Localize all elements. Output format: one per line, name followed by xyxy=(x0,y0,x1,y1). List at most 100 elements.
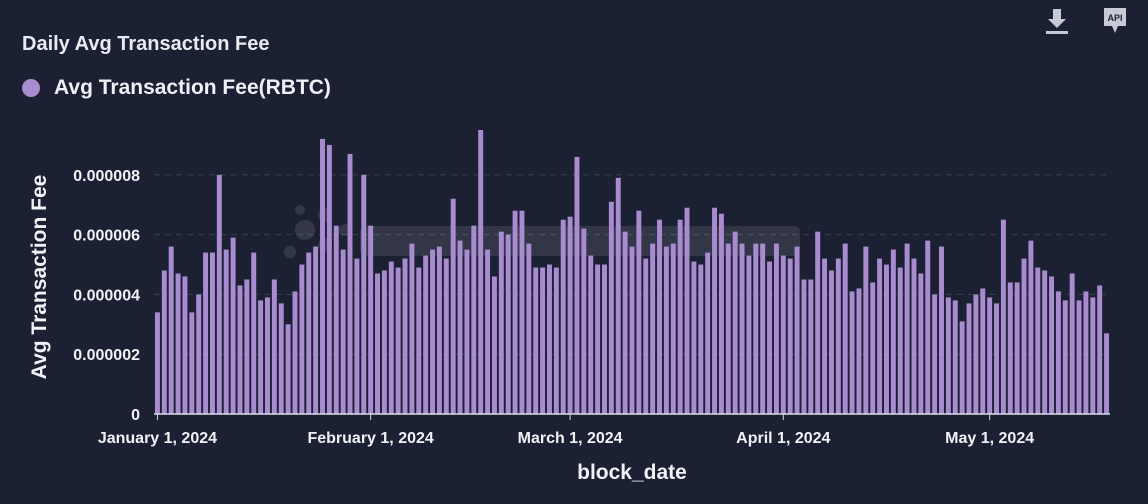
bar[interactable] xyxy=(567,216,573,414)
bar[interactable] xyxy=(498,231,504,414)
bar[interactable] xyxy=(485,249,491,414)
bar[interactable] xyxy=(168,246,174,414)
bar[interactable] xyxy=(925,240,931,414)
bar[interactable] xyxy=(1042,270,1048,414)
bar[interactable] xyxy=(773,243,779,414)
bar[interactable] xyxy=(629,246,635,414)
bar[interactable] xyxy=(333,225,339,414)
bar[interactable] xyxy=(361,174,367,414)
bar[interactable] xyxy=(595,264,601,414)
bar[interactable] xyxy=(1055,291,1061,414)
bar[interactable] xyxy=(306,252,312,414)
bar[interactable] xyxy=(684,207,690,414)
bar[interactable] xyxy=(299,264,305,414)
bar[interactable] xyxy=(223,249,229,414)
bar[interactable] xyxy=(835,258,841,414)
bar[interactable] xyxy=(175,273,181,414)
download-icon[interactable] xyxy=(1042,6,1072,36)
bar[interactable] xyxy=(1083,291,1089,414)
bar[interactable] xyxy=(313,246,319,414)
bar[interactable] xyxy=(712,207,718,414)
bar[interactable] xyxy=(237,285,243,414)
bar[interactable] xyxy=(1007,282,1013,414)
bar[interactable] xyxy=(436,246,442,414)
bar[interactable] xyxy=(340,249,346,414)
bar[interactable] xyxy=(512,210,518,414)
bar[interactable] xyxy=(196,294,202,414)
bar[interactable] xyxy=(326,144,332,414)
bar[interactable] xyxy=(278,303,284,414)
bar[interactable] xyxy=(815,231,821,414)
bar[interactable] xyxy=(443,258,449,414)
bar[interactable] xyxy=(877,258,883,414)
bar[interactable] xyxy=(553,267,559,414)
bar[interactable] xyxy=(409,243,415,414)
bar[interactable] xyxy=(251,252,257,414)
bar[interactable] xyxy=(842,243,848,414)
bar[interactable] xyxy=(849,291,855,414)
bar[interactable] xyxy=(746,255,752,414)
bar[interactable] xyxy=(767,261,773,414)
bar[interactable] xyxy=(966,303,972,414)
bar[interactable] xyxy=(622,231,628,414)
bar[interactable] xyxy=(416,267,422,414)
bar[interactable] xyxy=(1076,300,1082,414)
bar[interactable] xyxy=(608,201,614,414)
bar[interactable] xyxy=(285,324,291,414)
bar[interactable] xyxy=(574,156,580,414)
bar[interactable] xyxy=(663,246,669,414)
bar[interactable] xyxy=(189,312,195,414)
bar[interactable] xyxy=(402,258,408,414)
bar[interactable] xyxy=(471,225,477,414)
bar[interactable] xyxy=(657,219,662,414)
bar[interactable] xyxy=(932,294,938,414)
bar[interactable] xyxy=(987,297,993,414)
bar[interactable] xyxy=(973,294,979,414)
bar[interactable] xyxy=(677,219,683,414)
api-icon[interactable]: API xyxy=(1100,6,1130,36)
bar[interactable] xyxy=(1035,267,1041,414)
legend[interactable]: Avg Transaction Fee(RBTC) xyxy=(22,76,331,100)
bar[interactable] xyxy=(890,249,896,414)
bar[interactable] xyxy=(650,243,656,414)
bar[interactable] xyxy=(801,279,807,414)
bar[interactable] xyxy=(643,258,649,414)
bar[interactable] xyxy=(375,273,381,414)
bar[interactable] xyxy=(430,249,436,414)
bar[interactable] xyxy=(794,246,800,414)
bar[interactable] xyxy=(491,276,497,414)
bar[interactable] xyxy=(230,237,236,414)
bar[interactable] xyxy=(808,279,814,414)
bar[interactable] xyxy=(1090,297,1096,414)
bar[interactable] xyxy=(739,243,745,414)
bar[interactable] xyxy=(1014,282,1020,414)
bar[interactable] xyxy=(395,267,401,414)
bar[interactable] xyxy=(540,267,546,414)
bar[interactable] xyxy=(883,264,889,414)
bar[interactable] xyxy=(602,264,607,414)
bar[interactable] xyxy=(1049,276,1055,414)
bar[interactable] xyxy=(1097,285,1103,414)
bar[interactable] xyxy=(870,282,876,414)
bar[interactable] xyxy=(1104,333,1110,414)
bar[interactable] xyxy=(457,240,463,414)
bar[interactable] xyxy=(368,225,374,414)
bar[interactable] xyxy=(216,174,222,414)
bar[interactable] xyxy=(980,288,986,414)
bar[interactable] xyxy=(1000,219,1006,414)
bar[interactable] xyxy=(271,279,277,414)
bar[interactable] xyxy=(732,231,738,414)
bar[interactable] xyxy=(505,234,511,414)
bar[interactable] xyxy=(636,210,642,414)
bar[interactable] xyxy=(911,258,917,414)
bar[interactable] xyxy=(863,246,869,414)
bar[interactable] xyxy=(464,249,470,414)
bar[interactable] xyxy=(161,270,167,414)
bar[interactable] xyxy=(959,321,965,414)
bar[interactable] xyxy=(1069,273,1075,414)
bar[interactable] xyxy=(822,258,828,414)
bar[interactable] xyxy=(753,243,759,414)
bar[interactable] xyxy=(154,312,160,414)
bar[interactable] xyxy=(519,210,525,414)
bar[interactable] xyxy=(182,276,188,414)
